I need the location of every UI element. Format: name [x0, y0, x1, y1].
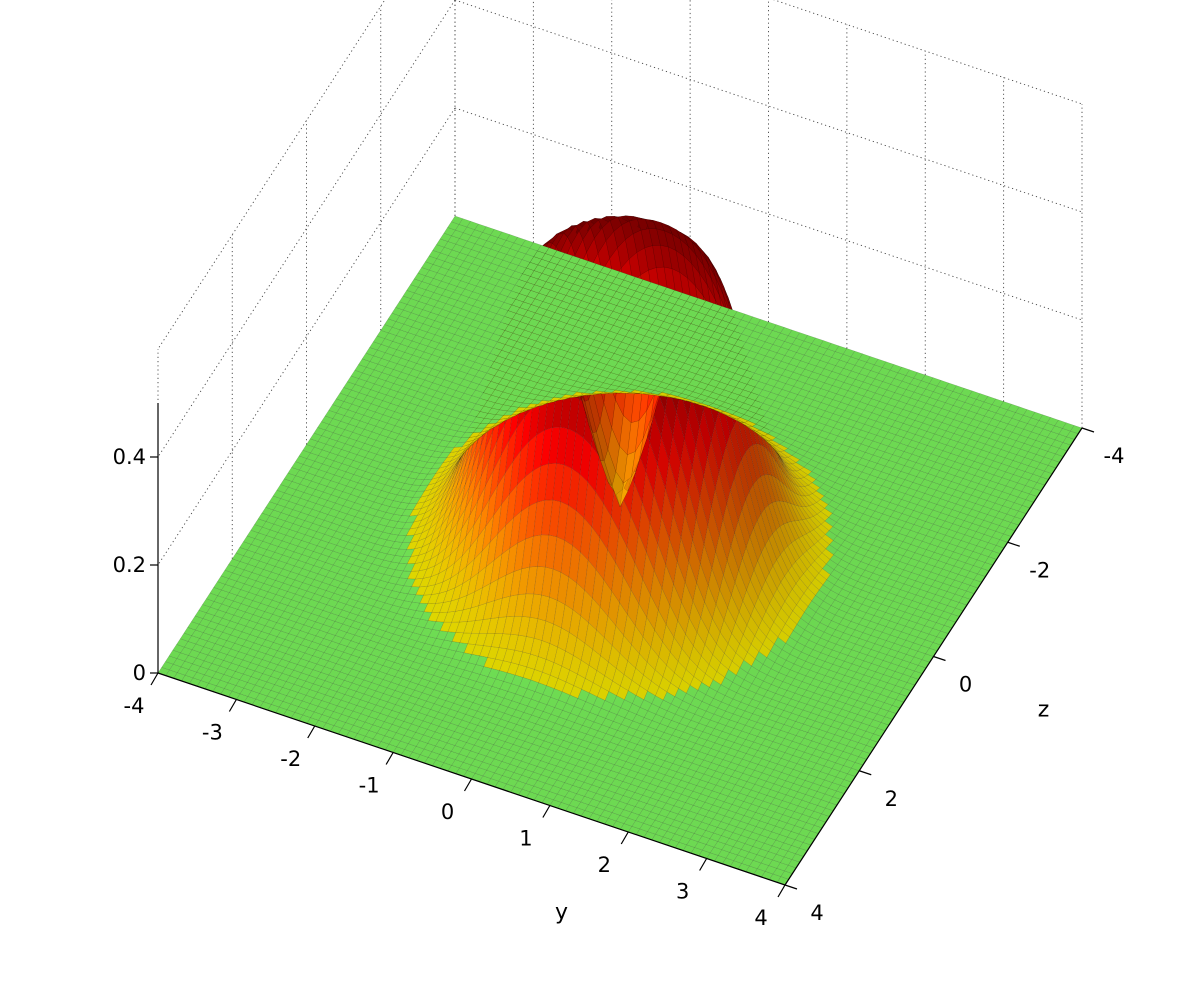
grid-line	[157, 0, 456, 458]
surface-mesh	[157, 215, 1083, 886]
grid-line	[454, 0, 1083, 213]
grid-line	[454, 107, 1083, 321]
grid-line	[157, 0, 386, 350]
grid-line	[157, 107, 456, 566]
